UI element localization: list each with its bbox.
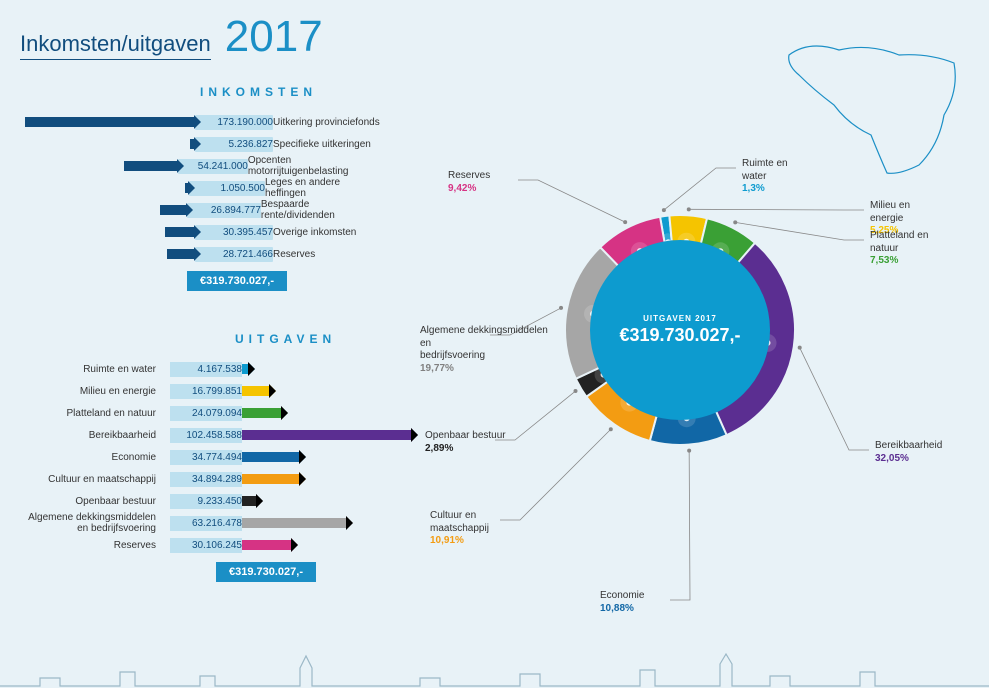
inkomsten-label: Leges en andere heffingen — [265, 177, 380, 199]
donut-center-label: UITGAVEN 2017 — [643, 314, 717, 323]
uitgaven-value: 30.106.245 — [170, 538, 242, 553]
callout: Bereikbaarheid32,05% — [875, 440, 942, 465]
inkomsten-label: Uitkering provinciefonds — [273, 117, 380, 128]
uitgaven-row: Algemene dekkingsmiddelen en bedrijfsvoe… — [20, 512, 440, 534]
inkomsten-value: 54.241.000 — [178, 159, 248, 174]
inkomsten-section: INKOMSTEN 173.190.000 Uitkering provinci… — [20, 85, 380, 291]
callout-pct: 1,3% — [742, 183, 788, 196]
callout-name: Platteland ennatuur — [870, 230, 928, 255]
uitgaven-value: 34.894.289 — [170, 472, 242, 487]
inkomsten-row: 5.236.827 Specifieke uitkeringen — [20, 133, 380, 155]
callout: Reserves9,42% — [448, 170, 490, 195]
inkomsten-row: 28.721.466 Reserves — [20, 243, 380, 265]
donut-center-amount: €319.730.027,- — [619, 325, 740, 346]
uitgaven-row: Economie 34.774.494 — [20, 446, 440, 468]
uitgaven-value: 16.799.851 — [170, 384, 242, 399]
uitgaven-value: 102.458.588 — [170, 428, 242, 443]
callout-pct: 10,91% — [430, 535, 489, 548]
callout-pct: 2,89% — [425, 443, 506, 456]
uitgaven-heading: UITGAVEN — [235, 332, 440, 346]
callout: Ruimte enwater1,3% — [742, 158, 788, 196]
callout-pct: 19,77% — [420, 363, 548, 376]
region-map-icon — [779, 35, 969, 185]
inkomsten-value: 30.395.457 — [195, 225, 273, 240]
city-skyline-icon — [0, 648, 989, 688]
uitgaven-row: Bereikbaarheid 102.458.588 — [20, 424, 440, 446]
callout-pct: 9,42% — [448, 183, 490, 196]
callout-name: Cultuur enmaatschappij — [430, 510, 489, 535]
inkomsten-value: 173.190.000 — [195, 115, 273, 130]
inkomsten-value: 26.894.777 — [187, 203, 261, 218]
uitgaven-label: Cultuur en maatschappij — [20, 474, 170, 485]
page-title: Inkomsten/uitgaven 2017 — [20, 12, 323, 62]
callout-name: Reserves — [448, 170, 490, 183]
uitgaven-label: Reserves — [20, 540, 170, 551]
uitgaven-row: Cultuur en maatschappij 34.894.289 — [20, 468, 440, 490]
uitgaven-value: 4.167.538 — [170, 362, 242, 377]
callout-pct: 32,05% — [875, 453, 942, 466]
inkomsten-row: 30.395.457 Overige inkomsten — [20, 221, 380, 243]
uitgaven-row: Reserves 30.106.245 — [20, 534, 440, 556]
uitgaven-row: Platteland en natuur 24.079.094 — [20, 402, 440, 424]
callout: Cultuur enmaatschappij10,91% — [430, 510, 489, 548]
uitgaven-section: UITGAVEN Ruimte en water 4.167.538 Milie… — [20, 332, 440, 582]
inkomsten-heading: INKOMSTEN — [200, 85, 380, 99]
uitgaven-label: Economie — [20, 452, 170, 463]
uitgaven-row: Openbaar bestuur 9.233.450 — [20, 490, 440, 512]
callout-name: Openbaar bestuur — [425, 430, 506, 443]
callout-name: Bereikbaarheid — [875, 440, 942, 453]
uitgaven-label: Ruimte en water — [20, 364, 170, 375]
inkomsten-total: €319.730.027,- — [187, 271, 287, 291]
callout-pct: 10,88% — [600, 603, 644, 616]
inkomsten-row: 1.050.500 Leges en andere heffingen — [20, 177, 380, 199]
inkomsten-label: Overige inkomsten — [273, 227, 356, 238]
callout-name: Ruimte enwater — [742, 158, 788, 183]
inkomsten-label: Reserves — [273, 249, 315, 260]
uitgaven-label: Milieu en energie — [20, 386, 170, 397]
uitgaven-label: Algemene dekkingsmiddelen en bedrijfsvoe… — [20, 512, 170, 534]
uitgaven-value: 24.079.094 — [170, 406, 242, 421]
uitgaven-row: Ruimte en water 4.167.538 — [20, 358, 440, 380]
inkomsten-label: Bespaarde rente/dividenden — [261, 199, 380, 221]
inkomsten-value: 5.236.827 — [195, 137, 273, 152]
callout: Openbaar bestuur2,89% — [425, 430, 506, 455]
uitgaven-value: 63.216.478 — [170, 516, 242, 531]
uitgaven-label: Platteland en natuur — [20, 408, 170, 419]
inkomsten-row: 54.241.000 Opcenten motorrijtuigenbelast… — [20, 155, 380, 177]
inkomsten-row: 26.894.777 Bespaarde rente/dividenden — [20, 199, 380, 221]
title-text: Inkomsten/uitgaven — [20, 31, 211, 60]
uitgaven-label: Bereikbaarheid — [20, 430, 170, 441]
callout: Algemene dekkingsmiddelenenbedrijfsvoeri… — [420, 325, 548, 375]
inkomsten-value: 1.050.500 — [189, 181, 265, 196]
inkomsten-row: 173.190.000 Uitkering provinciefonds — [20, 111, 380, 133]
inkomsten-label: Specifieke uitkeringen — [273, 139, 371, 150]
uitgaven-value: 9.233.450 — [170, 494, 242, 509]
inkomsten-value: 28.721.466 — [195, 247, 273, 262]
donut-center: UITGAVEN 2017 €319.730.027,- — [590, 240, 770, 420]
callout-name: Algemene dekkingsmiddelenenbedrijfsvoeri… — [420, 325, 548, 363]
callout: Economie10,88% — [600, 590, 644, 615]
inkomsten-label: Opcenten motorrijtuigenbelasting — [248, 155, 380, 177]
callout-name: Milieu enenergie — [870, 200, 910, 225]
uitgaven-row: Milieu en energie 16.799.851 — [20, 380, 440, 402]
uitgaven-label: Openbaar bestuur — [20, 496, 170, 507]
uitgaven-value: 34.774.494 — [170, 450, 242, 465]
callout-pct: 7,53% — [870, 255, 928, 268]
callout: Platteland ennatuur7,53% — [870, 230, 928, 268]
uitgaven-total: €319.730.027,- — [216, 562, 316, 582]
title-year: 2017 — [225, 12, 323, 62]
callout-name: Economie — [600, 590, 644, 603]
donut-chart: UITGAVEN 2017 €319.730.027,- — [530, 180, 830, 480]
